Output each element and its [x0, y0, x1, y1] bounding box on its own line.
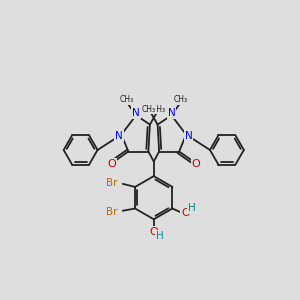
Text: N: N: [168, 108, 175, 118]
Text: N: N: [132, 108, 140, 118]
Text: CH₃: CH₃: [142, 105, 156, 114]
Text: O: O: [181, 208, 190, 218]
Text: CH₃: CH₃: [174, 95, 188, 104]
Text: O: O: [107, 159, 116, 169]
Text: CH₃: CH₃: [120, 95, 134, 104]
Text: Br: Br: [106, 178, 117, 188]
Text: N: N: [184, 131, 192, 141]
Text: N: N: [115, 131, 123, 141]
Text: CH₃: CH₃: [151, 105, 165, 114]
Text: O: O: [192, 159, 200, 169]
Text: O: O: [149, 227, 158, 237]
Text: Br: Br: [106, 207, 117, 217]
Text: H: H: [156, 231, 164, 241]
Text: H: H: [188, 203, 196, 213]
